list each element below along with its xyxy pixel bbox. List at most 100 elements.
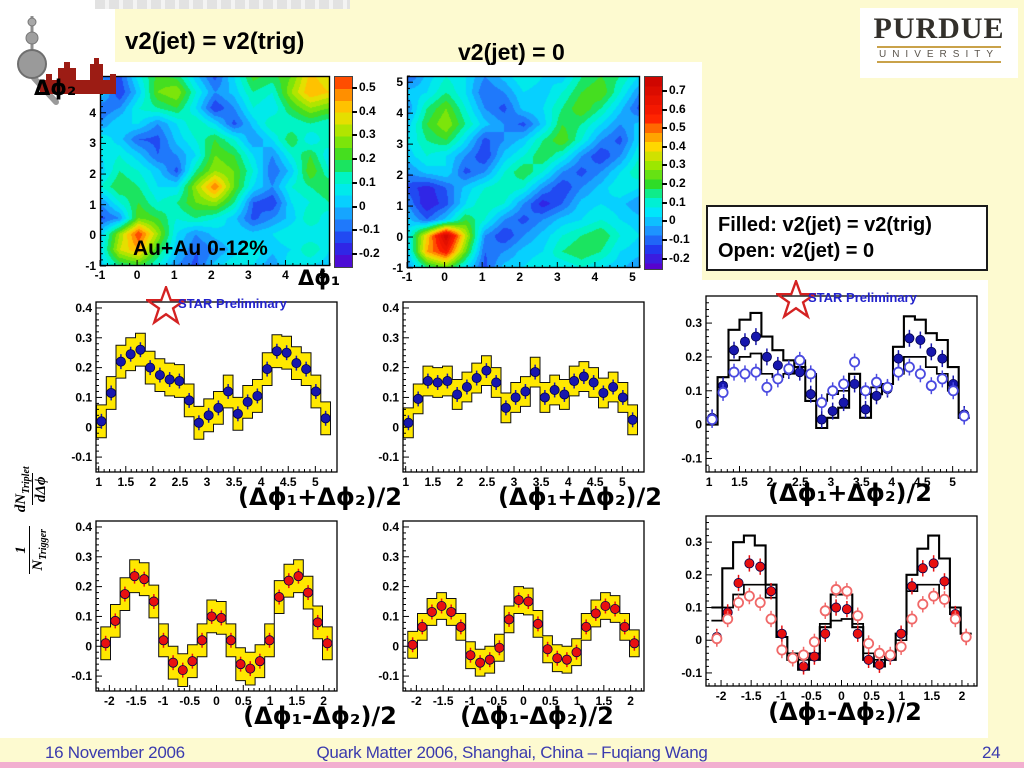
dphi2-axis-label: Δϕ₂ xyxy=(34,76,77,100)
data-point-open xyxy=(798,649,810,661)
data-point-open xyxy=(884,649,896,661)
centrality-label: Au+Au 0-12% xyxy=(133,237,268,260)
footer-credit: Quark Matter 2006, Shanghai, China – Fuq… xyxy=(316,743,708,762)
histogram-line xyxy=(711,583,972,661)
x-tick-label: 4 xyxy=(591,270,599,284)
data-point-filled xyxy=(629,638,640,649)
y-tick-label: 0.1 xyxy=(382,390,399,404)
data-point-filled xyxy=(549,384,560,395)
data-point-filled xyxy=(937,353,948,364)
y-tick-label: -1 xyxy=(392,261,403,275)
data-point-filled xyxy=(403,417,414,428)
data-point-filled xyxy=(135,344,146,355)
data-point-filled xyxy=(158,635,169,646)
y-tick-label: 0.2 xyxy=(75,580,92,594)
y-tick-label: -0.1 xyxy=(71,450,92,464)
xlabel-mid-left: (Δϕ₁+Δϕ₂)/2 xyxy=(238,483,402,511)
data-point-filled xyxy=(610,603,621,614)
y-tick-label: -0.1 xyxy=(71,669,92,683)
data-point-filled xyxy=(627,414,638,425)
data-point-open xyxy=(871,376,883,388)
x-tick-label: 2.5 xyxy=(792,475,809,489)
x-tick-label: 0 xyxy=(213,694,220,708)
data-point-filled xyxy=(264,635,275,646)
data-point-open xyxy=(838,378,850,390)
colorbar-tick xyxy=(662,127,667,130)
x-tick-label: -0.5 xyxy=(801,689,822,703)
data-point-filled xyxy=(193,417,204,428)
colorbar-tick xyxy=(352,181,357,184)
data-point-filled xyxy=(500,402,511,413)
colorbar-tick xyxy=(662,183,667,186)
x-tick-label: 2 xyxy=(627,694,634,708)
data-point-filled xyxy=(739,336,750,347)
star-preliminary-text: STAR Preliminary xyxy=(178,296,287,311)
data-point-filled xyxy=(530,367,541,378)
data-point-filled xyxy=(235,659,246,670)
y-tick-label: 3 xyxy=(396,137,403,152)
data-point-filled xyxy=(129,571,140,582)
data-point-filled xyxy=(281,347,292,358)
data-point-filled xyxy=(110,615,121,626)
star-preliminary-mid-right: STAR Preliminary xyxy=(776,280,917,320)
dphi1-axis-label: Δϕ₁ xyxy=(298,266,341,290)
colorbar-tick xyxy=(352,229,357,232)
data-point-filled xyxy=(312,617,323,628)
colorbar xyxy=(644,76,663,270)
x-tick-label: -1 xyxy=(465,694,476,708)
x-tick-label: 3.5 xyxy=(533,475,550,489)
x-tick-label: 1.5 xyxy=(117,475,134,489)
x-tick-label: 5 xyxy=(949,475,956,489)
x-tick-label: 0 xyxy=(838,689,845,703)
xlabel-mid-right: (Δϕ₁+Δϕ₂)/2 xyxy=(768,479,932,507)
x-tick-label: 0 xyxy=(133,268,141,282)
data-point-filled xyxy=(820,628,831,639)
contour-plot-v2zero: -1 0 1 2 3 4 5 -1 0 1 2 3 4 5 0.7 0.6 0.5 0.4 0.3 0.2 0.1 0 -0… xyxy=(392,75,689,284)
data-point-filled xyxy=(513,595,524,606)
plot-mid-left: 1 1.5 2 2.5 3 3.5 4 4.5 5 0.4 0.3 0.2 0.1 0 -0.1 xyxy=(58,296,346,496)
y-tick-label: 0.4 xyxy=(382,520,399,534)
plot-bot-right: -2 -1.5 -1 -0.5 0 0.5 1 1.5 2 0.3 0.2 0.1 0 -0.1 xyxy=(668,510,986,710)
template-squares-decoration xyxy=(95,0,350,9)
x-tick-label: -1 xyxy=(94,268,106,282)
y-tick-label: 4 xyxy=(89,105,96,120)
y-tick-label: -1 xyxy=(85,259,96,273)
data-point-filled xyxy=(809,651,820,662)
data-point-filled xyxy=(852,628,863,639)
data-point-filled xyxy=(598,387,609,398)
colorbar-tick xyxy=(662,239,667,242)
data-point-filled xyxy=(262,364,273,375)
x-tick-label: -1.5 xyxy=(433,694,454,708)
legend-line-filled: Filled: v2(jet) = v2(trig) xyxy=(718,214,932,236)
data-point-filled xyxy=(561,654,572,665)
x-tick-label: 3 xyxy=(204,475,211,489)
x-tick-label: 1 xyxy=(267,694,274,708)
y-tick-label: 4 xyxy=(396,106,403,121)
data-point-open xyxy=(895,641,907,653)
data-point-filled xyxy=(303,587,314,598)
data-point-filled xyxy=(484,654,495,665)
title-right: v2(jet) = 0 xyxy=(458,39,565,65)
data-point-filled xyxy=(471,373,482,384)
x-tick-label: 3.5 xyxy=(226,475,243,489)
x-tick-label: 2 xyxy=(767,475,774,489)
data-point-filled xyxy=(590,608,601,619)
data-point-filled xyxy=(168,657,179,668)
y-tick-label: 0.3 xyxy=(382,550,399,564)
data-point-open xyxy=(776,644,788,656)
tower-sphere-small xyxy=(27,17,37,27)
colorbar xyxy=(334,76,353,268)
data-point-filled xyxy=(794,367,805,378)
data-point-filled xyxy=(520,386,531,397)
data-point-open xyxy=(827,385,839,397)
data-point-filled xyxy=(242,396,253,407)
data-point-filled xyxy=(831,602,842,613)
y-tick-label: 0.2 xyxy=(382,361,399,375)
data-point-filled xyxy=(283,575,294,586)
data-point-filled xyxy=(106,387,117,398)
x-tick-label: 1 xyxy=(95,475,102,489)
page-number: 24 xyxy=(982,743,1001,762)
y-tick-label: 0.1 xyxy=(685,384,702,398)
data-point-filled xyxy=(776,628,787,639)
